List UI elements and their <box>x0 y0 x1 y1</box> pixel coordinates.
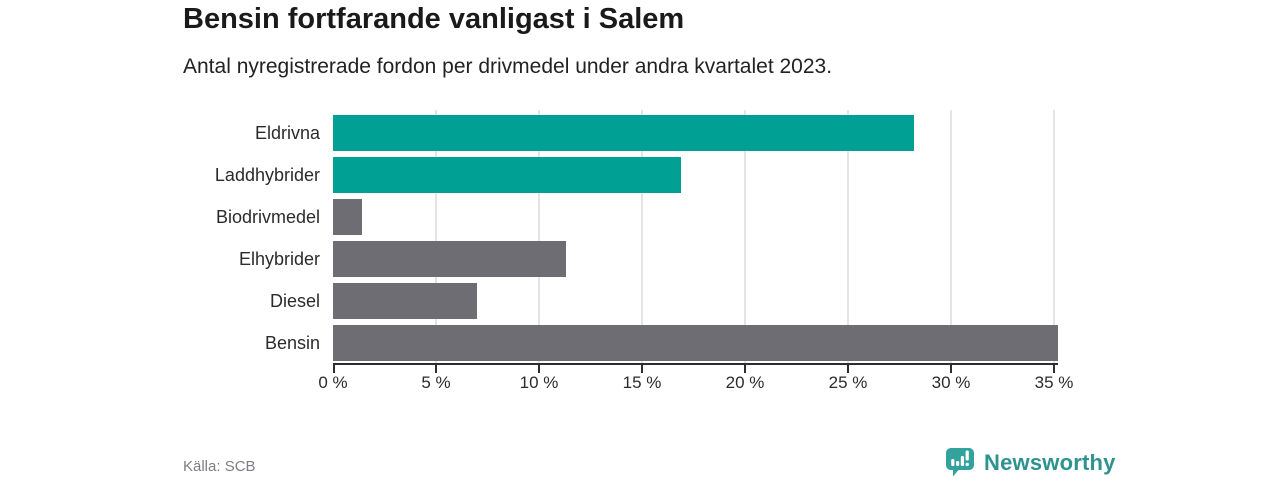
source-note: Källa: SCB <box>183 458 256 475</box>
x-axis-tick-15 <box>641 363 643 373</box>
x-tick-label-5: 5 % <box>421 373 451 392</box>
gridline-10 <box>538 110 540 363</box>
x-axis-tick-5 <box>435 363 437 373</box>
bar-diesel <box>333 283 478 319</box>
gridline-20 <box>744 110 746 363</box>
x-axis-tick-20 <box>744 363 746 373</box>
gridline-15 <box>641 110 643 363</box>
x-axis-tick-30 <box>950 363 952 373</box>
x-axis-tick-35 <box>1053 363 1055 373</box>
x-axis-tick-0 <box>333 363 335 373</box>
category-label-diesel: Diesel <box>269 291 320 311</box>
brand-logo: Newsworthy <box>944 446 1116 479</box>
x-tick-labels: 0 % 5 % 10 % 15 % 20 % 25 % 30 % 35 % <box>318 373 1073 397</box>
gridline-5 <box>435 110 437 363</box>
bar-laddhybrider <box>333 157 682 193</box>
chart-subtitle: Antal nyregistrerade fordon per drivmede… <box>183 55 833 78</box>
gridline-30 <box>950 110 952 363</box>
category-label-biodrivmedel: Biodrivmedel <box>215 207 320 227</box>
x-tick-label-15: 15 % <box>622 373 662 392</box>
category-label-bensin: Bensin <box>264 333 320 353</box>
x-tick-label-25: 25 % <box>828 373 868 392</box>
x-tick-label-0: 0 % <box>318 373 348 392</box>
x-tick-label-30: 30 % <box>931 373 971 392</box>
bar-eldrivna <box>333 115 914 151</box>
x-tick-label-35: 35 % <box>1034 373 1074 392</box>
bar-elhybrider <box>333 241 566 277</box>
bar-bensin <box>333 325 1059 361</box>
chart-title: Bensin fortfarande vanligast i Salem <box>183 3 685 35</box>
category-label-elhybrider: Elhybrider <box>238 249 320 269</box>
category-label-eldrivna: Eldrivna <box>254 123 320 143</box>
x-axis-tick-10 <box>538 363 540 373</box>
x-axis-tick-25 <box>847 363 849 373</box>
category-label-laddhybrider: Laddhybrider <box>214 165 320 185</box>
x-tick-label-10: 10 % <box>519 373 559 392</box>
plot-area <box>333 110 1059 373</box>
x-axis-line <box>333 363 1058 365</box>
gridline-25 <box>847 110 849 363</box>
gridline-35 <box>1053 110 1055 363</box>
brand-name: Newsworthy <box>984 449 1116 475</box>
bar-biodrivmedel <box>333 199 362 235</box>
x-tick-label-20: 20 % <box>725 373 765 392</box>
newsworthy-logo-icon <box>946 448 974 477</box>
